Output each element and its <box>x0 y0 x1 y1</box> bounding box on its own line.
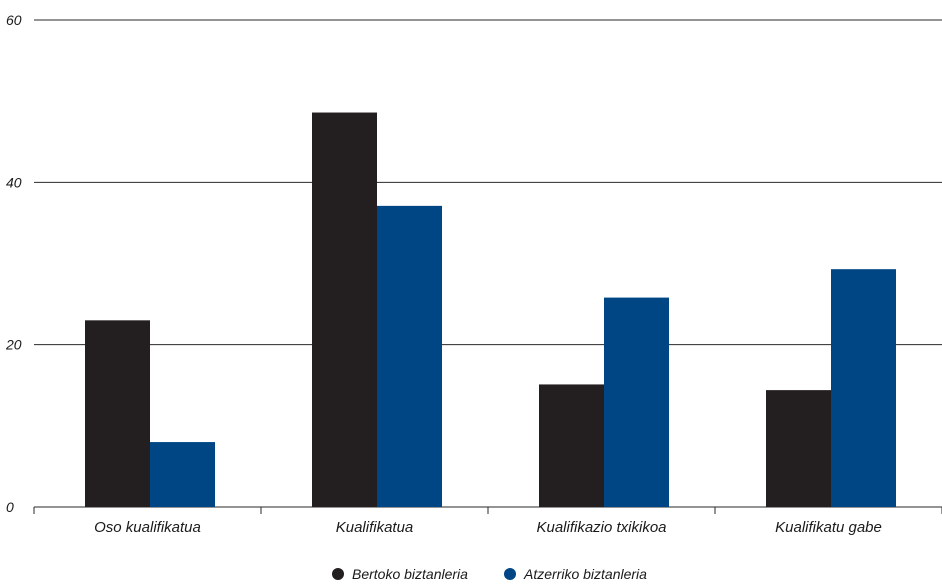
bars <box>85 112 896 507</box>
bar-bertoko-2 <box>539 384 604 507</box>
legend-label-atzerriko: Atzerriko biztanleria <box>523 566 647 582</box>
bar-bertoko-0 <box>85 320 150 507</box>
x-axis-category-labels: Oso kualifikatua Kualifikatua Kualifikaz… <box>94 519 882 536</box>
bar-bertoko-3 <box>766 390 831 507</box>
x-axis <box>33 507 942 514</box>
bar-atzerriko-1 <box>377 205 442 507</box>
bar-bertoko-1 <box>312 112 377 507</box>
bar-atzerriko-0 <box>150 442 215 507</box>
y-tick-label-60: 60 <box>6 12 22 28</box>
y-tick-label-0: 0 <box>6 499 14 515</box>
legend-swatch-bertoko <box>332 568 344 580</box>
category-label-kualifikatua: Kualifikatua <box>336 519 414 536</box>
legend-swatch-atzerriko <box>504 568 516 580</box>
bar-atzerriko-2 <box>604 297 669 507</box>
category-label-oso-kualifikatua: Oso kualifikatua <box>94 519 201 536</box>
y-axis-tick-labels: 0 20 40 60 <box>5 12 22 515</box>
legend: Bertoko biztanleria Atzerriko biztanleri… <box>332 566 647 582</box>
y-tick-label-20: 20 <box>5 337 22 353</box>
y-tick-label-40: 40 <box>6 174 22 190</box>
legend-label-bertoko: Bertoko biztanleria <box>352 566 468 582</box>
bar-atzerriko-3 <box>831 269 896 507</box>
category-label-kualifikazio-txikikoa: Kualifikazio txikikoa <box>536 519 666 536</box>
category-label-kualifikatu-gabe: Kualifikatu gabe <box>775 519 882 536</box>
